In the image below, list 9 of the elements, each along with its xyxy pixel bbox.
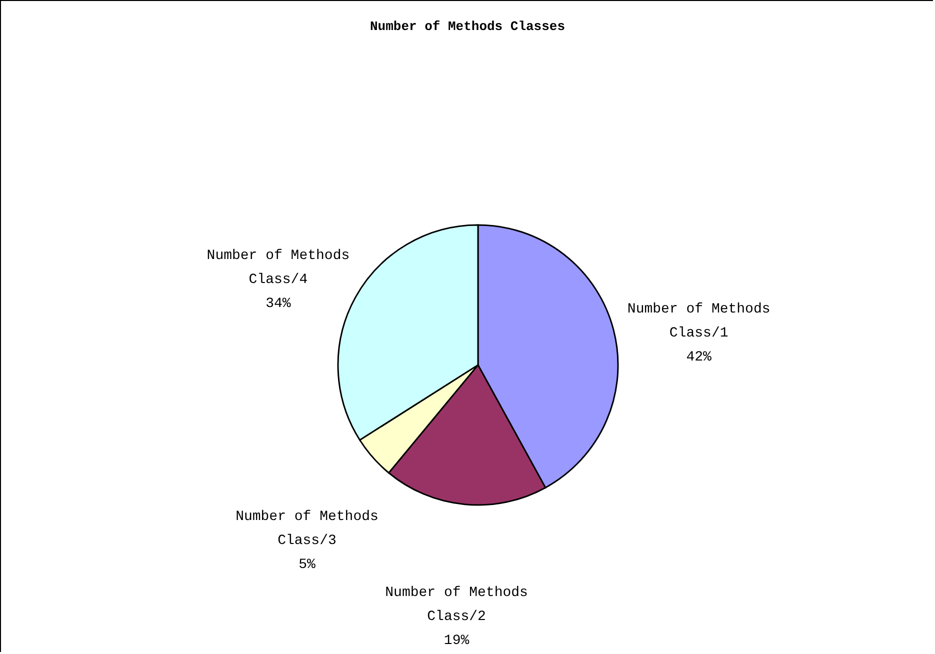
slice-label: Number of Methods Class/1	[627, 301, 770, 342]
chart-title: Number of Methods Classes	[370, 19, 566, 34]
data-label: 42%	[686, 349, 712, 366]
slice-label: Number of Methods Class/2	[385, 584, 528, 625]
slice-label: Number of Methods Class/4	[206, 248, 350, 288]
data-label: 34%	[266, 296, 292, 312]
slice-label: Number of Methods Class/3	[236, 508, 378, 549]
data-label: 19%	[444, 632, 470, 649]
data-label: 5%	[298, 556, 316, 573]
